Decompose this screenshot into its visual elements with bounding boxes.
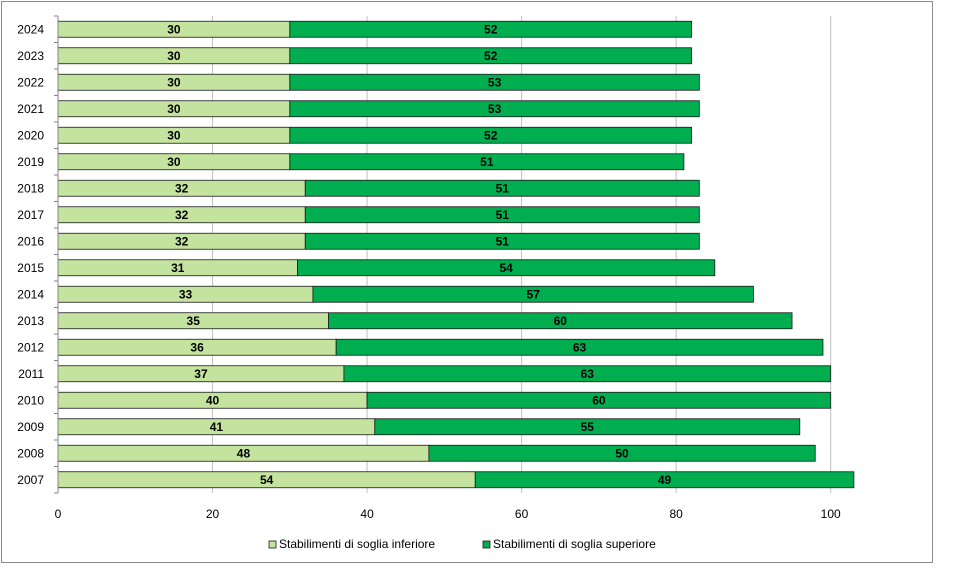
data-label-inferiore-2009: 41 xyxy=(210,420,224,434)
data-label-inferiore-2008: 48 xyxy=(237,446,251,460)
category-label-2024: 2024 xyxy=(17,22,44,36)
category-label-2013: 2013 xyxy=(17,314,44,328)
data-label-inferiore-2007: 54 xyxy=(260,473,274,487)
data-label-superiore-2007: 49 xyxy=(658,473,672,487)
data-label-inferiore-2024: 30 xyxy=(167,22,181,36)
data-label-superiore-2021: 53 xyxy=(488,102,502,116)
bar-superiore-2015 xyxy=(297,259,716,277)
bar-superiore-2017 xyxy=(304,206,700,224)
category-label-2009: 2009 xyxy=(17,420,44,434)
data-label-inferiore-2012: 36 xyxy=(190,340,204,354)
data-label-inferiore-2013: 35 xyxy=(187,314,201,328)
x-tick-label-20: 20 xyxy=(206,507,220,521)
data-label-inferiore-2017: 32 xyxy=(175,208,189,222)
data-label-superiore-2014: 57 xyxy=(527,287,541,301)
bar-superiore-2024 xyxy=(289,20,693,38)
data-label-superiore-2022: 53 xyxy=(488,75,502,89)
bar-superiore-2016 xyxy=(304,232,700,250)
bar-superiore-2018 xyxy=(304,179,700,197)
legend: Stabilimenti di soglia inferiore Stabilim… xyxy=(268,537,656,551)
category-label-2020: 2020 xyxy=(17,128,44,142)
category-label-2019: 2019 xyxy=(17,155,44,169)
data-label-inferiore-2010: 40 xyxy=(206,393,220,407)
data-label-superiore-2010: 60 xyxy=(592,393,606,407)
category-label-2016: 2016 xyxy=(17,234,44,248)
data-label-inferiore-2019: 30 xyxy=(167,155,181,169)
legend-swatch-superiore xyxy=(482,540,491,549)
category-label-2015: 2015 xyxy=(17,261,44,275)
axes: 0 20 40 60 80 100 2024 2023 2022 2021 2020 2019 2018… xyxy=(17,15,841,521)
data-label-inferiore-2020: 30 xyxy=(167,128,181,142)
data-label-inferiore-2018: 32 xyxy=(175,181,189,195)
data-label-inferiore-2011: 37 xyxy=(194,367,208,381)
category-label-2023: 2023 xyxy=(17,49,44,63)
category-label-2018: 2018 xyxy=(17,181,44,195)
data-label-superiore-2008: 50 xyxy=(615,446,629,460)
x-tick-label-80: 80 xyxy=(669,507,683,521)
data-label-superiore-2019: 51 xyxy=(480,155,494,169)
x-tick-label-40: 40 xyxy=(360,507,374,521)
category-label-2014: 2014 xyxy=(17,287,44,301)
data-label-superiore-2009: 55 xyxy=(581,420,595,434)
data-label-superiore-2015: 54 xyxy=(499,261,513,275)
category-label-2008: 2008 xyxy=(17,446,44,460)
bar-superiore-2009 xyxy=(374,418,801,436)
bar-superiore-2020 xyxy=(289,126,693,144)
category-label-2007: 2007 xyxy=(17,473,44,487)
data-label-inferiore-2023: 30 xyxy=(167,49,181,63)
category-label-2010: 2010 xyxy=(17,393,44,407)
data-label-superiore-2013: 60 xyxy=(554,314,568,328)
data-label-superiore-2016: 51 xyxy=(496,234,510,248)
category-label-2011: 2011 xyxy=(18,367,44,381)
bar-superiore-2008 xyxy=(428,444,816,462)
data-label-inferiore-2014: 33 xyxy=(179,287,193,301)
data-label-superiore-2018: 51 xyxy=(496,181,510,195)
category-label-2022: 2022 xyxy=(17,75,44,89)
data-label-superiore-2012: 63 xyxy=(573,340,587,354)
data-label-inferiore-2021: 30 xyxy=(167,102,181,116)
data-label-superiore-2024: 52 xyxy=(484,22,498,36)
legend-label-inferiore: Stabilimenti di soglia inferiore xyxy=(279,537,435,551)
bar-superiore-2021 xyxy=(289,100,700,118)
data-label-superiore-2017: 51 xyxy=(496,208,510,222)
x-tick-label-0: 0 xyxy=(55,507,62,521)
data-label-superiore-2020: 52 xyxy=(484,128,498,142)
data-label-inferiore-2016: 32 xyxy=(175,234,189,248)
legend-label-superiore: Stabilimenti di soglia superiore xyxy=(493,537,656,551)
bar-superiore-2013 xyxy=(328,312,793,330)
bar-superiore-2010 xyxy=(366,391,832,409)
bar-superiore-2022 xyxy=(289,73,700,91)
category-label-2017: 2017 xyxy=(17,208,44,222)
bar-superiore-2023 xyxy=(289,47,693,65)
data-label-superiore-2023: 52 xyxy=(484,49,498,63)
bar-superiore-2019 xyxy=(289,153,685,171)
data-label-inferiore-2022: 30 xyxy=(167,75,181,89)
category-label-2012: 2012 xyxy=(17,340,44,354)
stacked-bar-chart: 30 52 30 52 30 53 30 53 30 52 30 51 32 51 32 51 32 51 31 54… xyxy=(17,15,855,551)
bar-superiore-2011 xyxy=(343,365,832,383)
bars: 30 52 30 52 30 53 30 53 30 52 30 51 32 51 32 51 32 51 31 54… xyxy=(57,20,855,489)
category-label-2021: 2021 xyxy=(17,102,44,116)
bar-superiore-2007 xyxy=(474,471,855,489)
data-label-inferiore-2015: 31 xyxy=(171,261,185,275)
bar-superiore-2012 xyxy=(335,338,824,356)
gridlines xyxy=(212,16,832,493)
bar-superiore-2014 xyxy=(312,285,754,303)
x-tick-label-60: 60 xyxy=(515,507,529,521)
chart-frame: 30 52 30 52 30 53 30 53 30 52 30 51 32 51 32 51 32 51 31 54… xyxy=(1,1,933,563)
x-tick-label-100: 100 xyxy=(821,507,841,521)
data-label-superiore-2011: 63 xyxy=(581,367,595,381)
legend-swatch-inferiore xyxy=(268,540,277,549)
